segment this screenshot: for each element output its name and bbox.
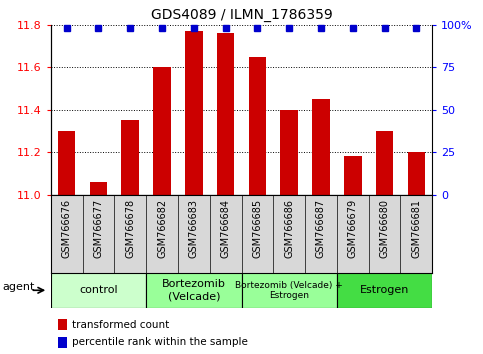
Bar	[146, 273, 242, 308]
Bar	[51, 273, 146, 308]
Bar	[337, 273, 432, 308]
Bar	[90, 182, 107, 195]
Text: GSM766682: GSM766682	[157, 199, 167, 258]
Bar	[121, 120, 139, 195]
Title: GDS4089 / ILMN_1786359: GDS4089 / ILMN_1786359	[151, 8, 332, 22]
Text: GSM766676: GSM766676	[62, 199, 71, 258]
Bar	[408, 152, 425, 195]
Text: GSM766684: GSM766684	[221, 199, 230, 258]
Bar	[58, 131, 75, 195]
Bar	[242, 273, 337, 308]
Text: Estrogen: Estrogen	[360, 285, 409, 295]
Bar	[376, 131, 393, 195]
Text: GSM766686: GSM766686	[284, 199, 294, 258]
Bar	[281, 110, 298, 195]
Bar	[58, 337, 67, 348]
Text: transformed count: transformed count	[71, 320, 169, 330]
Bar	[217, 33, 234, 195]
Bar	[344, 156, 362, 195]
Bar	[312, 99, 330, 195]
Text: Bortezomib (Velcade) +
Estrogen: Bortezomib (Velcade) + Estrogen	[235, 281, 343, 300]
Text: GSM766687: GSM766687	[316, 199, 326, 258]
Text: control: control	[79, 285, 118, 295]
Text: GSM766685: GSM766685	[253, 199, 262, 258]
Text: GSM766680: GSM766680	[380, 199, 390, 258]
Text: agent: agent	[2, 282, 35, 292]
Text: GSM766677: GSM766677	[93, 199, 103, 258]
Bar	[153, 67, 171, 195]
Bar	[249, 57, 266, 195]
Text: GSM766681: GSM766681	[412, 199, 421, 258]
Text: GSM766678: GSM766678	[125, 199, 135, 258]
Text: Bortezomib
(Velcade): Bortezomib (Velcade)	[162, 279, 226, 301]
Bar	[58, 319, 67, 330]
Text: GSM766683: GSM766683	[189, 199, 199, 258]
Bar	[185, 31, 202, 195]
Text: percentile rank within the sample: percentile rank within the sample	[71, 337, 248, 347]
Text: GSM766679: GSM766679	[348, 199, 358, 258]
